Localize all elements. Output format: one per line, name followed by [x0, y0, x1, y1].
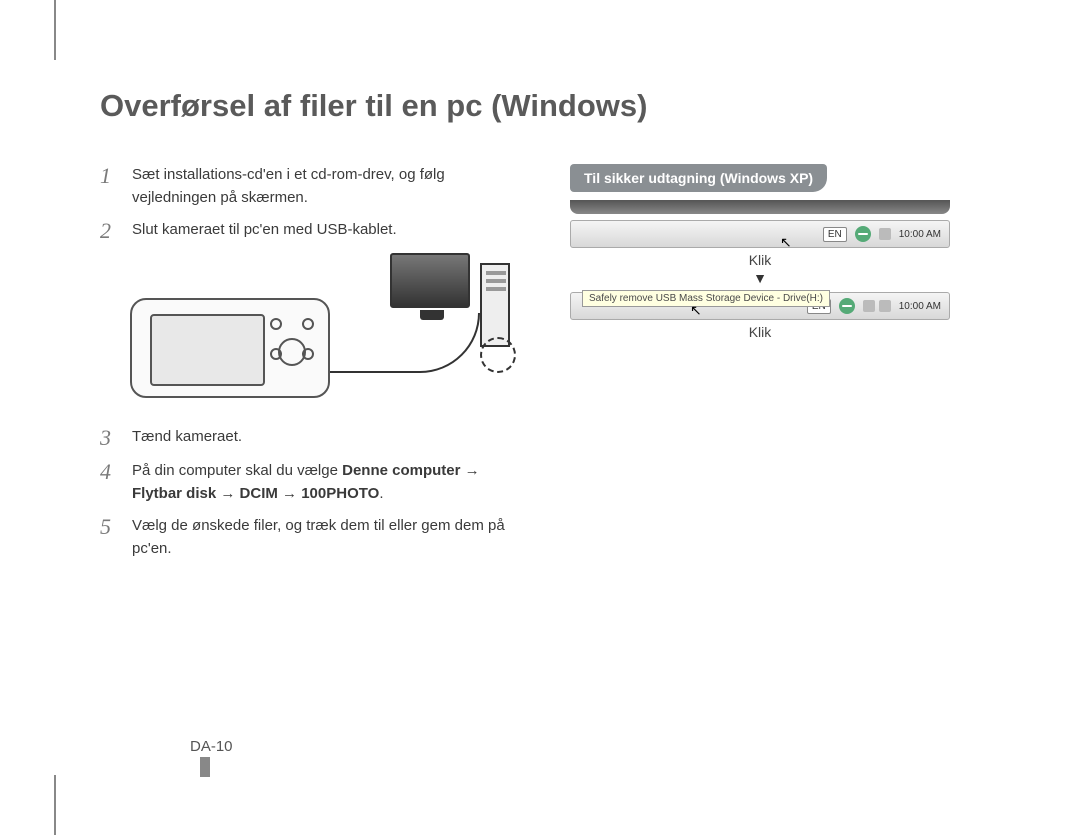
step-text: Sæt installations-cd'en i et cd-rom-drev… — [132, 164, 530, 209]
step-text: Vælg de ønskede filer, og træk dem til e… — [132, 515, 530, 560]
step-number: 4 — [100, 460, 118, 505]
step4-bold3: DCIM — [240, 485, 278, 502]
step-text: Tænd kameraet. — [132, 426, 530, 450]
columns: 1 Sæt installations-cd'en i et cd-rom-dr… — [100, 164, 980, 570]
step-number: 1 — [100, 164, 118, 209]
step-number: 5 — [100, 515, 118, 560]
step-5: 5 Vælg de ønskede filer, og træk dem til… — [100, 515, 530, 560]
taskbar-screenshot-2: Safely remove USB Mass Storage Device - … — [570, 292, 950, 320]
usb-port-highlight-icon — [480, 337, 516, 373]
camera-pc-illustration — [130, 253, 520, 408]
step4-bold4: 100PHOTO — [301, 485, 379, 502]
tray-misc-icons — [879, 228, 891, 240]
page-content: Overførsel af filer til en pc (Windows) … — [100, 88, 980, 570]
tray-misc-icons — [863, 300, 891, 312]
camera-icon — [130, 298, 330, 398]
pc-tower-icon — [480, 263, 510, 347]
monitor-icon — [390, 253, 470, 308]
step4-bold2: Flytbar disk — [132, 485, 216, 502]
step-2: 2 Slut kameraet til pc'en med USB-kablet… — [100, 219, 530, 243]
language-indicator: EN — [823, 227, 847, 242]
step-number: 2 — [100, 219, 118, 243]
step-text: På din computer skal du vælge Denne comp… — [132, 460, 530, 505]
page-crop-mark-bottom — [54, 775, 56, 835]
arrow-down-icon: ▼ — [570, 270, 950, 286]
step-4: 4 På din computer skal du vælge Denne co… — [100, 460, 530, 505]
usb-cable-icon — [330, 313, 480, 373]
step-3: 3 Tænd kameraet. — [100, 426, 530, 450]
safely-remove-tooltip: Safely remove USB Mass Storage Device - … — [582, 290, 830, 307]
cursor-icon: ↖ — [690, 302, 702, 319]
left-column: 1 Sæt installations-cd'en i et cd-rom-dr… — [100, 164, 530, 570]
safe-removal-heading: Til sikker udtagning (Windows XP) — [570, 164, 827, 192]
click-label-1: Klik — [570, 252, 950, 268]
taskbar-clock: 10:00 AM — [899, 229, 941, 240]
cursor-icon: ↖ — [780, 234, 792, 251]
page-crop-mark-top — [54, 0, 56, 60]
page-number: DA-10 — [190, 738, 233, 755]
right-column: Til sikker udtagning (Windows XP) EN 10:… — [570, 164, 950, 570]
windows-taskbar: EN 10:00 AM — [570, 220, 950, 248]
page-number-bar — [200, 757, 210, 777]
safely-remove-tray-icon — [839, 298, 855, 314]
heading-underline — [570, 200, 950, 214]
step-text: Slut kameraet til pc'en med USB-kablet. — [132, 219, 530, 243]
step4-bold1: Denne computer — [342, 462, 460, 479]
step4-prefix: På din computer skal du vælge — [132, 462, 342, 479]
taskbar-clock: 10:00 AM — [899, 301, 941, 312]
step-1: 1 Sæt installations-cd'en i et cd-rom-dr… — [100, 164, 530, 209]
step-number: 3 — [100, 426, 118, 450]
page-title: Overførsel af filer til en pc (Windows) — [100, 88, 980, 124]
safely-remove-tray-icon — [855, 226, 871, 242]
click-label-2: Klik — [570, 324, 950, 340]
taskbar-screenshot-1: EN 10:00 AM ↖ — [570, 220, 950, 248]
